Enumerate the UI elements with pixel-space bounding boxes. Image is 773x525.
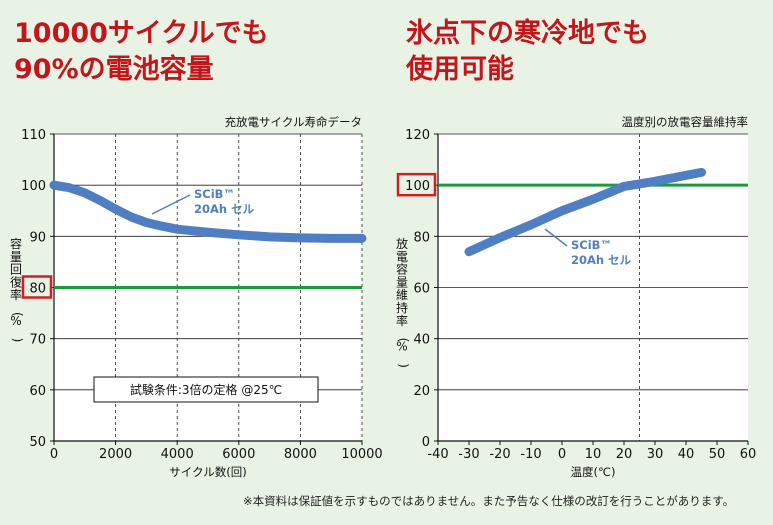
y-tick-label: 80 [29, 282, 46, 297]
x-tick-label: 50 [709, 447, 726, 462]
y-tick-label: 50 [29, 435, 46, 450]
annotation-text: 試験条件:3倍の定格 @25℃ [130, 382, 282, 397]
series-label: SCiB™ 20Ah セル [194, 187, 255, 216]
y-axis-label-char: 量 [10, 250, 22, 264]
x-tick-label: 0 [50, 447, 58, 462]
y-axis-label: 放電容量維持率 (%) [396, 236, 411, 368]
y-axis-label-char: 量 [396, 275, 408, 289]
series-label-line: 20Ah セル [194, 202, 255, 216]
x-tick-label: 6000 [222, 447, 255, 462]
x-tick-label: 40 [678, 447, 695, 462]
y-axis-label-char: 電 [396, 250, 408, 264]
y-tick-label: 40 [413, 333, 430, 348]
annotation-box [93, 376, 319, 403]
y-axis-label-char: ( [397, 338, 411, 343]
y-axis-label-char: ) [397, 363, 411, 368]
x-tick-label: 8000 [284, 447, 317, 462]
x-tick-label: 2000 [99, 447, 132, 462]
x-axis-label: 温度(℃) [571, 465, 616, 479]
y-axis-label-char: ( [11, 312, 25, 317]
y-tick-label: 120 [405, 128, 430, 143]
y-axis-label-char: % [10, 314, 21, 328]
y-tick-label: 70 [29, 333, 46, 348]
highlighted-tick-box [21, 275, 53, 299]
highlighted-tick-box [396, 172, 437, 197]
x-tick-label: 30 [647, 447, 664, 462]
headline-left: 10000サイクルでも 90%の電池容量 [14, 16, 269, 88]
y-axis-label: 容量回復率 (%) [10, 236, 25, 342]
y-tick-label: 80 [413, 230, 430, 245]
footnote: ※本資料は保証値を示すものではありません。また予告なく仕様の改訂を行うことがあり… [243, 494, 735, 508]
y-axis-label-char: 率 [396, 313, 408, 328]
series-line [464, 167, 706, 257]
headline-right-line-1: 氷点下の寒冷地でも [406, 18, 649, 49]
headline-right: 氷点下の寒冷地でも 使用可能 [406, 16, 649, 88]
y-axis-label-char: ) [11, 338, 25, 343]
x-tick-label: -30 [458, 447, 479, 462]
series-label-line: SCiB™ [194, 187, 235, 201]
y-tick-label: 100 [21, 179, 46, 194]
series-label-line: SCiB™ [571, 238, 612, 252]
y-tick-label: 60 [413, 282, 430, 297]
series-label-line: 20Ah セル [571, 253, 632, 267]
y-tick-label: 100 [405, 179, 430, 194]
y-tick-label: 0 [422, 435, 430, 450]
series-label: SCiB™ 20Ah セル [571, 238, 632, 267]
x-tick-label: 10000 [341, 447, 382, 462]
y-tick-label: 90 [29, 230, 46, 245]
x-tick-label: 4000 [161, 447, 194, 462]
y-tick-label: 20 [413, 384, 430, 399]
y-axis-label-char: 持 [396, 300, 408, 315]
x-tick-label: -20 [489, 447, 510, 462]
y-axis-label-char: 維 [396, 288, 408, 302]
y-axis-label-char: 容 [396, 262, 408, 277]
x-axis-label: サイクル数(回) [169, 465, 246, 479]
headline-left-line-2: 90%の電池容量 [14, 54, 214, 85]
y-tick-label: 110 [21, 128, 46, 143]
y-axis-label-char: 復 [10, 274, 22, 289]
y-axis-label-char: % [396, 339, 407, 353]
x-tick-label: 60 [740, 447, 757, 462]
x-tick-label: -40 [427, 447, 448, 462]
y-axis-label-char: 回 [10, 263, 22, 277]
chart-title: 温度別の放電容量維持率 [622, 115, 749, 129]
headline-left-line-1: 10000サイクルでも [14, 18, 269, 49]
series-leader-line [544, 228, 568, 247]
chart-1: 容量回復率 (%) SCiB™ 20Ah セル [10, 133, 367, 445]
chart-title: 充放電サイクル寿命データ [225, 115, 362, 129]
y-tick-label: 60 [29, 384, 46, 399]
y-axis-label-char: 率 [10, 287, 22, 302]
y-axis-label-char: 容 [10, 236, 22, 251]
x-tick-label: 10 [585, 447, 602, 462]
x-tick-label: 20 [616, 447, 633, 462]
y-axis-label-char: 放 [396, 236, 408, 251]
chart-2: 放電容量維持率 (%) SCiB™ 20Ah セル [396, 133, 749, 445]
series-leader-line [151, 194, 191, 215]
headline-right-line-2: 使用可能 [406, 54, 514, 85]
x-tick-label: 0 [558, 447, 566, 462]
x-tick-label: -10 [520, 447, 541, 462]
